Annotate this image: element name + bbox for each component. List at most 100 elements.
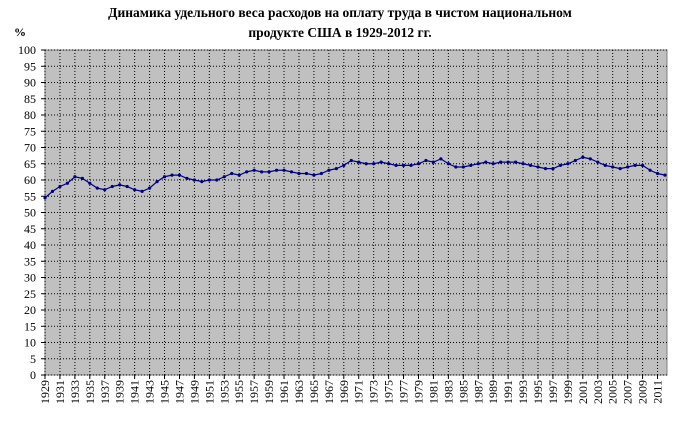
data-point	[401, 163, 406, 167]
data-point	[267, 170, 271, 174]
data-point	[155, 180, 159, 184]
data-point	[162, 175, 167, 179]
data-point	[80, 176, 84, 180]
x-tick-label: 1989	[486, 380, 500, 404]
data-point	[566, 162, 570, 166]
y-axis-label: %	[14, 25, 26, 39]
chart-title: продукте США в 1929-2012 гг.	[248, 25, 431, 40]
data-point	[476, 162, 480, 166]
data-point	[409, 163, 413, 167]
data-point	[282, 168, 286, 172]
x-tick-label: 1985	[456, 380, 470, 404]
x-tick-label: 1965	[307, 380, 321, 404]
data-point	[364, 162, 368, 166]
y-tick-label: 45	[24, 222, 36, 236]
x-tick-label: 1945	[158, 380, 172, 404]
data-point	[372, 162, 376, 166]
data-point	[177, 173, 182, 177]
y-tick-label: 65	[24, 157, 36, 171]
data-point	[663, 173, 667, 177]
x-tick-label: 1969	[337, 380, 351, 404]
data-point	[50, 189, 55, 193]
data-point	[394, 163, 398, 167]
data-point	[170, 173, 174, 177]
data-point	[558, 163, 563, 167]
data-point	[88, 181, 92, 185]
data-point	[528, 163, 533, 167]
x-tick-label: 1943	[143, 380, 157, 404]
x-tick-label: 1939	[113, 380, 127, 404]
y-tick-label: 25	[24, 287, 36, 301]
data-point	[252, 168, 256, 172]
y-tick-label: 0	[30, 368, 36, 382]
x-tick-label: 2007	[621, 380, 635, 404]
x-tick-label: 2003	[591, 380, 605, 404]
data-point	[304, 171, 309, 176]
x-tick-label: 1941	[128, 380, 142, 404]
data-point	[573, 158, 577, 163]
y-tick-label: 100	[18, 43, 36, 57]
x-tick-label: 1963	[292, 380, 306, 404]
y-tick-label: 70	[24, 141, 36, 155]
data-point	[424, 158, 428, 163]
y-tick-label: 75	[24, 124, 36, 138]
data-point	[633, 163, 637, 167]
data-point	[95, 186, 99, 190]
x-tick-label: 1991	[501, 380, 515, 404]
data-point	[103, 188, 107, 192]
y-tick-label: 10	[24, 336, 36, 350]
data-point	[260, 170, 264, 174]
data-point	[655, 171, 660, 176]
x-tick-label: 1983	[441, 380, 455, 404]
y-tick-label: 40	[24, 238, 36, 252]
data-point	[192, 178, 196, 182]
data-point	[581, 155, 585, 159]
x-tick-label: 1951	[202, 380, 216, 404]
x-tick-label: 1987	[471, 380, 485, 404]
x-tick-label: 1995	[531, 380, 545, 404]
data-point	[536, 165, 540, 169]
x-tick-label: 1971	[352, 380, 366, 404]
x-tick-label: 1947	[172, 380, 186, 404]
y-tick-label: 55	[24, 189, 36, 203]
data-point	[43, 196, 47, 200]
y-tick-label: 85	[24, 92, 36, 106]
data-point	[506, 160, 510, 164]
x-tick-label: 1975	[382, 380, 396, 404]
data-point	[147, 186, 152, 190]
x-tick-label: 1961	[277, 380, 291, 404]
data-point	[118, 183, 122, 187]
data-point	[588, 157, 592, 161]
y-tick-label: 20	[24, 303, 36, 317]
data-point	[334, 167, 338, 171]
data-point	[387, 162, 391, 166]
data-point	[439, 157, 443, 161]
x-tick-label: 1953	[217, 380, 231, 404]
data-point	[185, 176, 189, 180]
data-point	[65, 181, 70, 185]
x-tick-label: 1967	[322, 380, 336, 404]
data-point	[431, 160, 436, 164]
data-point	[207, 178, 211, 182]
x-tick-label: 1999	[561, 380, 575, 404]
data-point	[289, 170, 294, 174]
x-tick-label: 1937	[98, 380, 112, 404]
x-tick-label: 2005	[606, 380, 620, 404]
y-tick-label: 35	[24, 254, 36, 268]
data-point	[521, 162, 525, 166]
data-point	[342, 163, 346, 167]
y-tick-label: 15	[24, 319, 36, 333]
x-tick-label: 1957	[247, 380, 261, 404]
y-tick-label: 80	[24, 108, 36, 122]
data-point	[626, 165, 630, 169]
data-point	[312, 173, 316, 177]
data-point	[58, 184, 62, 189]
data-point	[133, 188, 137, 192]
data-point	[200, 180, 204, 184]
data-point	[327, 168, 331, 172]
data-point	[596, 160, 600, 164]
data-point	[603, 163, 607, 167]
data-point	[484, 160, 488, 164]
